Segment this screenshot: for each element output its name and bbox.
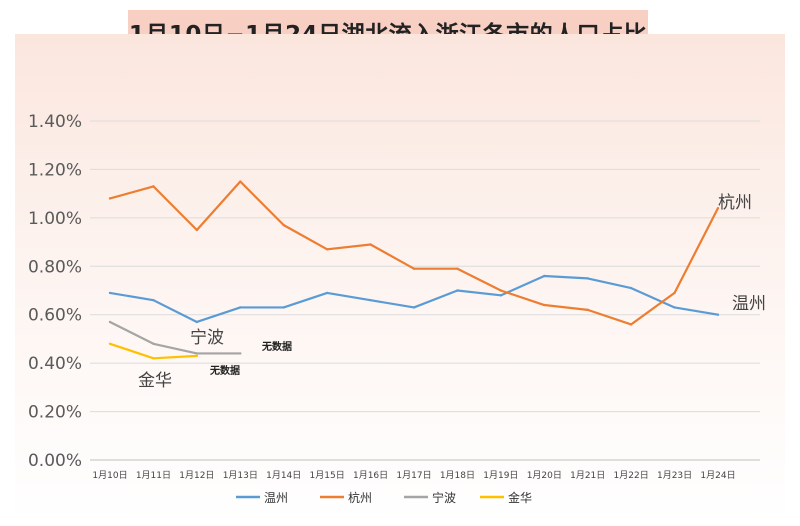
legend-label: 宁波 bbox=[432, 490, 456, 505]
data-point bbox=[673, 306, 676, 309]
data-point bbox=[412, 306, 416, 309]
data-point bbox=[629, 323, 633, 326]
y-tick-label: 0.00% bbox=[28, 451, 82, 471]
data-point bbox=[195, 352, 199, 355]
label-ningbo-nodata: 无数据 bbox=[261, 340, 292, 353]
data-point bbox=[325, 291, 329, 295]
legend-label: 温州 bbox=[264, 491, 288, 505]
data-point bbox=[239, 352, 242, 355]
data-point bbox=[152, 342, 155, 345]
data-point bbox=[543, 303, 546, 307]
y-tick-label: 0.20% bbox=[28, 403, 82, 423]
data-point bbox=[239, 306, 242, 309]
data-point bbox=[152, 357, 155, 360]
data-point bbox=[325, 248, 329, 251]
data-point bbox=[152, 298, 155, 302]
x-tick-label: 1月15日 bbox=[310, 470, 345, 481]
data-point bbox=[108, 197, 112, 200]
plot-background bbox=[15, 34, 785, 522]
y-tick-label: 1.00% bbox=[28, 209, 82, 229]
label-wenzhou: 温州 bbox=[732, 294, 766, 314]
x-tick-label: 1月20日 bbox=[527, 470, 562, 481]
x-tick-label: 1月10日 bbox=[92, 470, 127, 481]
data-point bbox=[108, 291, 112, 295]
data-point bbox=[456, 289, 459, 292]
data-point bbox=[456, 267, 459, 270]
data-point bbox=[282, 223, 285, 227]
data-point bbox=[369, 243, 372, 246]
data-point bbox=[108, 320, 112, 324]
x-tick-label: 1月19日 bbox=[483, 470, 518, 481]
legend-label: 金华 bbox=[508, 490, 532, 505]
data-point bbox=[716, 206, 720, 210]
x-tick-label: 1月11日 bbox=[136, 470, 171, 481]
data-point bbox=[108, 342, 112, 345]
data-point bbox=[499, 289, 503, 292]
x-tick-label: 1月24日 bbox=[700, 470, 735, 481]
series-line bbox=[109, 320, 241, 355]
y-tick-label: 0.40% bbox=[28, 354, 82, 374]
x-tick-label: 1月22日 bbox=[614, 470, 649, 481]
x-tick-label: 1月16日 bbox=[353, 470, 388, 481]
data-point bbox=[412, 267, 416, 270]
x-tick-label: 1月14日 bbox=[266, 470, 301, 481]
series-lines bbox=[108, 180, 720, 360]
x-tick-label: 1月18日 bbox=[440, 470, 475, 481]
legend: 温州 杭州 宁波 金华 bbox=[236, 490, 532, 505]
label-jinhua: 金华 bbox=[138, 371, 172, 391]
data-point bbox=[499, 294, 503, 297]
label-jinhua-nodata: 无数据 bbox=[209, 364, 240, 377]
data-point bbox=[195, 354, 199, 358]
x-tick-label: 1月17日 bbox=[396, 470, 431, 481]
data-point bbox=[716, 313, 720, 316]
data-point bbox=[195, 228, 199, 232]
x-tick-label: 1月23日 bbox=[657, 470, 692, 481]
data-point bbox=[239, 180, 242, 183]
y-axis-ticks: 0.00% 0.20% 0.40% 0.60% 0.80% 1.00% 1.20% 1.40% bbox=[28, 112, 82, 471]
data-point bbox=[282, 306, 285, 309]
label-ningbo: 宁波 bbox=[190, 328, 224, 348]
data-point bbox=[586, 277, 589, 280]
y-tick-label: 1.40% bbox=[28, 112, 82, 132]
data-point bbox=[586, 308, 589, 312]
data-point bbox=[629, 286, 633, 290]
y-tick-label: 0.60% bbox=[28, 306, 82, 326]
x-tick-label: 1月21日 bbox=[570, 470, 605, 481]
label-hangzhou: 杭州 bbox=[718, 193, 752, 213]
data-point bbox=[673, 291, 676, 295]
y-tick-label: 1.20% bbox=[28, 160, 82, 180]
data-point bbox=[195, 320, 199, 324]
data-point bbox=[369, 298, 372, 302]
data-point bbox=[543, 274, 546, 278]
legend-label: 杭州 bbox=[348, 490, 372, 505]
x-tick-label: 1月12日 bbox=[179, 470, 214, 481]
y-tick-label: 0.80% bbox=[28, 257, 82, 277]
x-axis-ticks: 1月10日 1月11日 1月12日 1月13日 1月14日 1月15日 1月16日 1月17日… bbox=[92, 470, 735, 481]
data-point bbox=[152, 185, 155, 188]
x-tick-label: 1月13日 bbox=[223, 470, 258, 481]
gridlines bbox=[90, 120, 760, 461]
